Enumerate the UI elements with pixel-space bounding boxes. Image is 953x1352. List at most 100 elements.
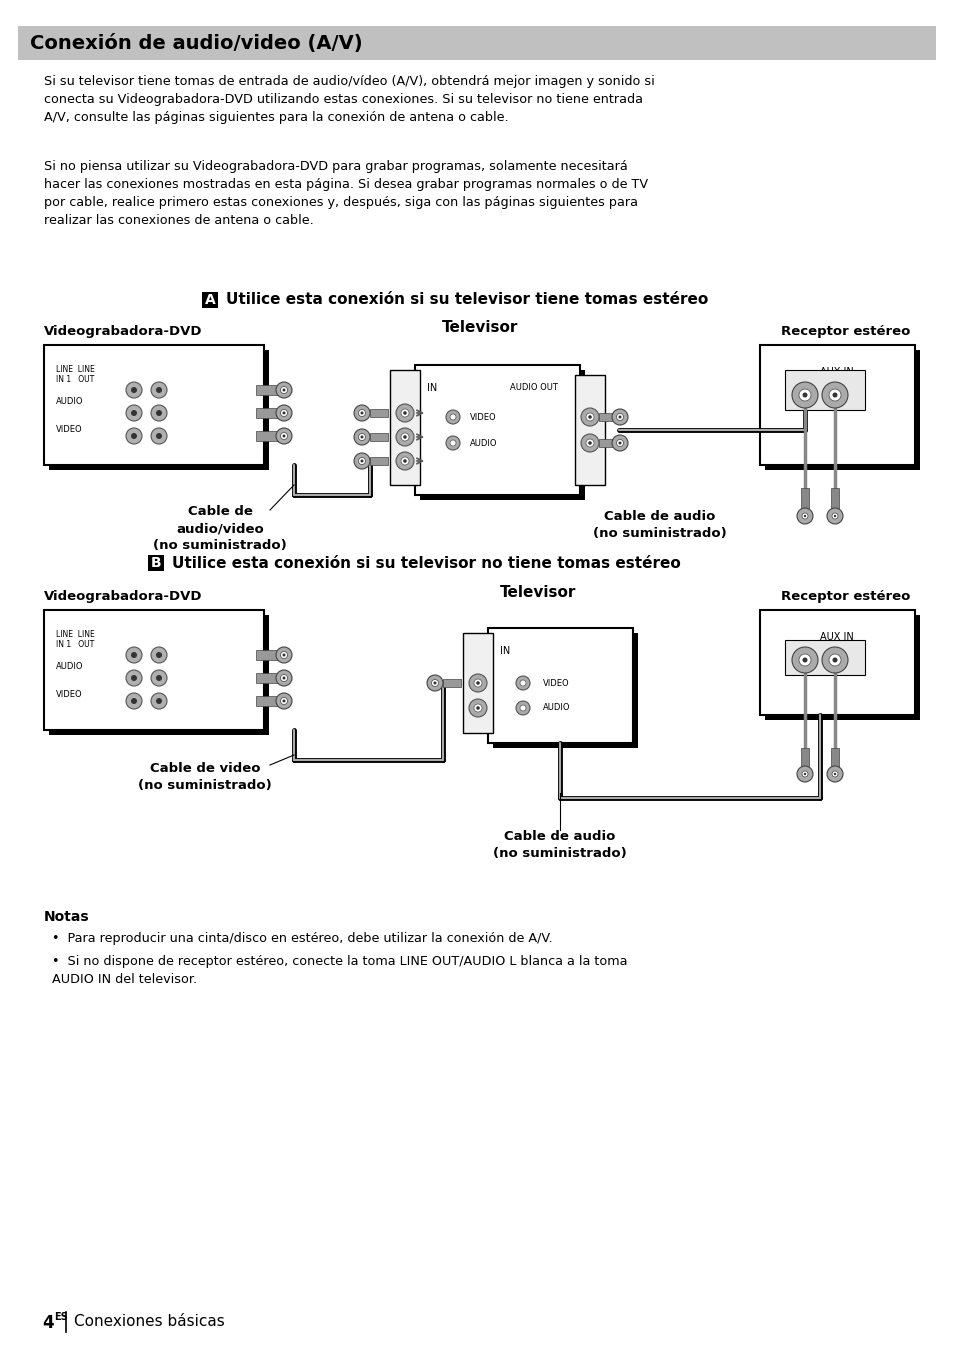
Circle shape: [450, 414, 456, 420]
Circle shape: [131, 652, 137, 658]
Circle shape: [516, 700, 530, 715]
Circle shape: [275, 429, 292, 443]
Circle shape: [826, 767, 842, 781]
Circle shape: [516, 676, 530, 690]
Text: Cable de video
(no suministrado): Cable de video (no suministrado): [138, 763, 272, 792]
Text: AUDIO: AUDIO: [56, 397, 84, 406]
Text: VIDEO: VIDEO: [56, 690, 83, 699]
Circle shape: [280, 387, 287, 393]
Bar: [255, 650, 277, 660]
Text: LINE  LINE
IN 1   OUT: LINE LINE IN 1 OUT: [56, 365, 94, 384]
Circle shape: [585, 412, 594, 420]
Circle shape: [156, 675, 162, 681]
Text: A: A: [204, 293, 215, 307]
Circle shape: [616, 439, 623, 446]
Circle shape: [446, 435, 459, 450]
Circle shape: [796, 767, 812, 781]
Circle shape: [476, 681, 479, 685]
Text: Televisor: Televisor: [499, 585, 576, 600]
Bar: [255, 696, 277, 706]
Bar: [44, 610, 264, 730]
Circle shape: [400, 457, 409, 465]
Circle shape: [580, 408, 598, 426]
Text: VIDEO: VIDEO: [470, 412, 497, 422]
Circle shape: [275, 406, 292, 420]
Text: LINE  LINE
IN 1   OUT: LINE LINE IN 1 OUT: [56, 630, 94, 649]
Text: AUDIO: AUDIO: [542, 703, 570, 713]
Bar: [598, 412, 614, 420]
Circle shape: [618, 442, 620, 445]
Bar: [760, 610, 914, 715]
Circle shape: [156, 433, 162, 439]
Bar: [830, 748, 838, 768]
Bar: [255, 673, 277, 683]
Circle shape: [801, 771, 807, 777]
Circle shape: [275, 694, 292, 708]
Bar: [44, 345, 264, 465]
Circle shape: [476, 706, 479, 710]
Circle shape: [126, 694, 142, 708]
Bar: [18, 26, 935, 59]
Circle shape: [354, 429, 370, 445]
Circle shape: [801, 657, 806, 662]
Circle shape: [131, 410, 137, 416]
Circle shape: [131, 698, 137, 704]
Circle shape: [832, 657, 837, 662]
Circle shape: [354, 453, 370, 469]
Circle shape: [826, 508, 842, 525]
Circle shape: [431, 680, 438, 687]
Circle shape: [358, 457, 365, 465]
Circle shape: [156, 652, 162, 658]
Bar: [764, 615, 919, 721]
Bar: [488, 627, 633, 744]
Circle shape: [275, 383, 292, 397]
Circle shape: [588, 441, 591, 445]
Circle shape: [156, 387, 162, 393]
Circle shape: [131, 433, 137, 439]
Circle shape: [588, 415, 591, 419]
Circle shape: [796, 508, 812, 525]
Circle shape: [616, 414, 623, 420]
Circle shape: [282, 388, 285, 392]
Circle shape: [395, 429, 414, 446]
Text: •  Si no dispone de receptor estéreo, conecte la toma LINE OUT/AUDIO L blanca a : • Si no dispone de receptor estéreo, con…: [52, 955, 627, 986]
Circle shape: [360, 435, 363, 438]
Circle shape: [282, 411, 285, 415]
Circle shape: [450, 439, 456, 446]
Circle shape: [433, 681, 436, 684]
Text: AUDIO: AUDIO: [56, 662, 84, 671]
Bar: [370, 410, 388, 416]
Text: 4: 4: [42, 1314, 53, 1332]
Circle shape: [821, 383, 847, 408]
Circle shape: [151, 671, 167, 685]
Circle shape: [446, 410, 459, 425]
Text: Utilice esta conexión si su televisor tiene tomas estéreo: Utilice esta conexión si su televisor ti…: [226, 292, 707, 307]
Circle shape: [831, 512, 837, 519]
Circle shape: [803, 773, 805, 775]
Circle shape: [280, 410, 287, 416]
Bar: [784, 370, 864, 410]
Bar: [760, 345, 914, 465]
Circle shape: [803, 515, 805, 518]
Circle shape: [156, 410, 162, 416]
Text: AUDIO OUT: AUDIO OUT: [510, 383, 558, 392]
Circle shape: [833, 515, 836, 518]
Text: B: B: [151, 556, 161, 571]
Bar: [415, 365, 579, 495]
Circle shape: [799, 654, 810, 667]
Circle shape: [469, 699, 486, 717]
Circle shape: [801, 512, 807, 519]
Circle shape: [126, 406, 142, 420]
Bar: [442, 679, 460, 687]
Bar: [255, 385, 277, 395]
Text: Conexiones básicas: Conexiones básicas: [74, 1314, 225, 1329]
Circle shape: [280, 675, 287, 681]
Bar: [370, 457, 388, 465]
Circle shape: [791, 648, 817, 673]
Circle shape: [403, 411, 406, 415]
Circle shape: [358, 410, 365, 416]
Circle shape: [151, 694, 167, 708]
Circle shape: [833, 773, 836, 775]
Bar: [255, 408, 277, 418]
Bar: [255, 431, 277, 441]
